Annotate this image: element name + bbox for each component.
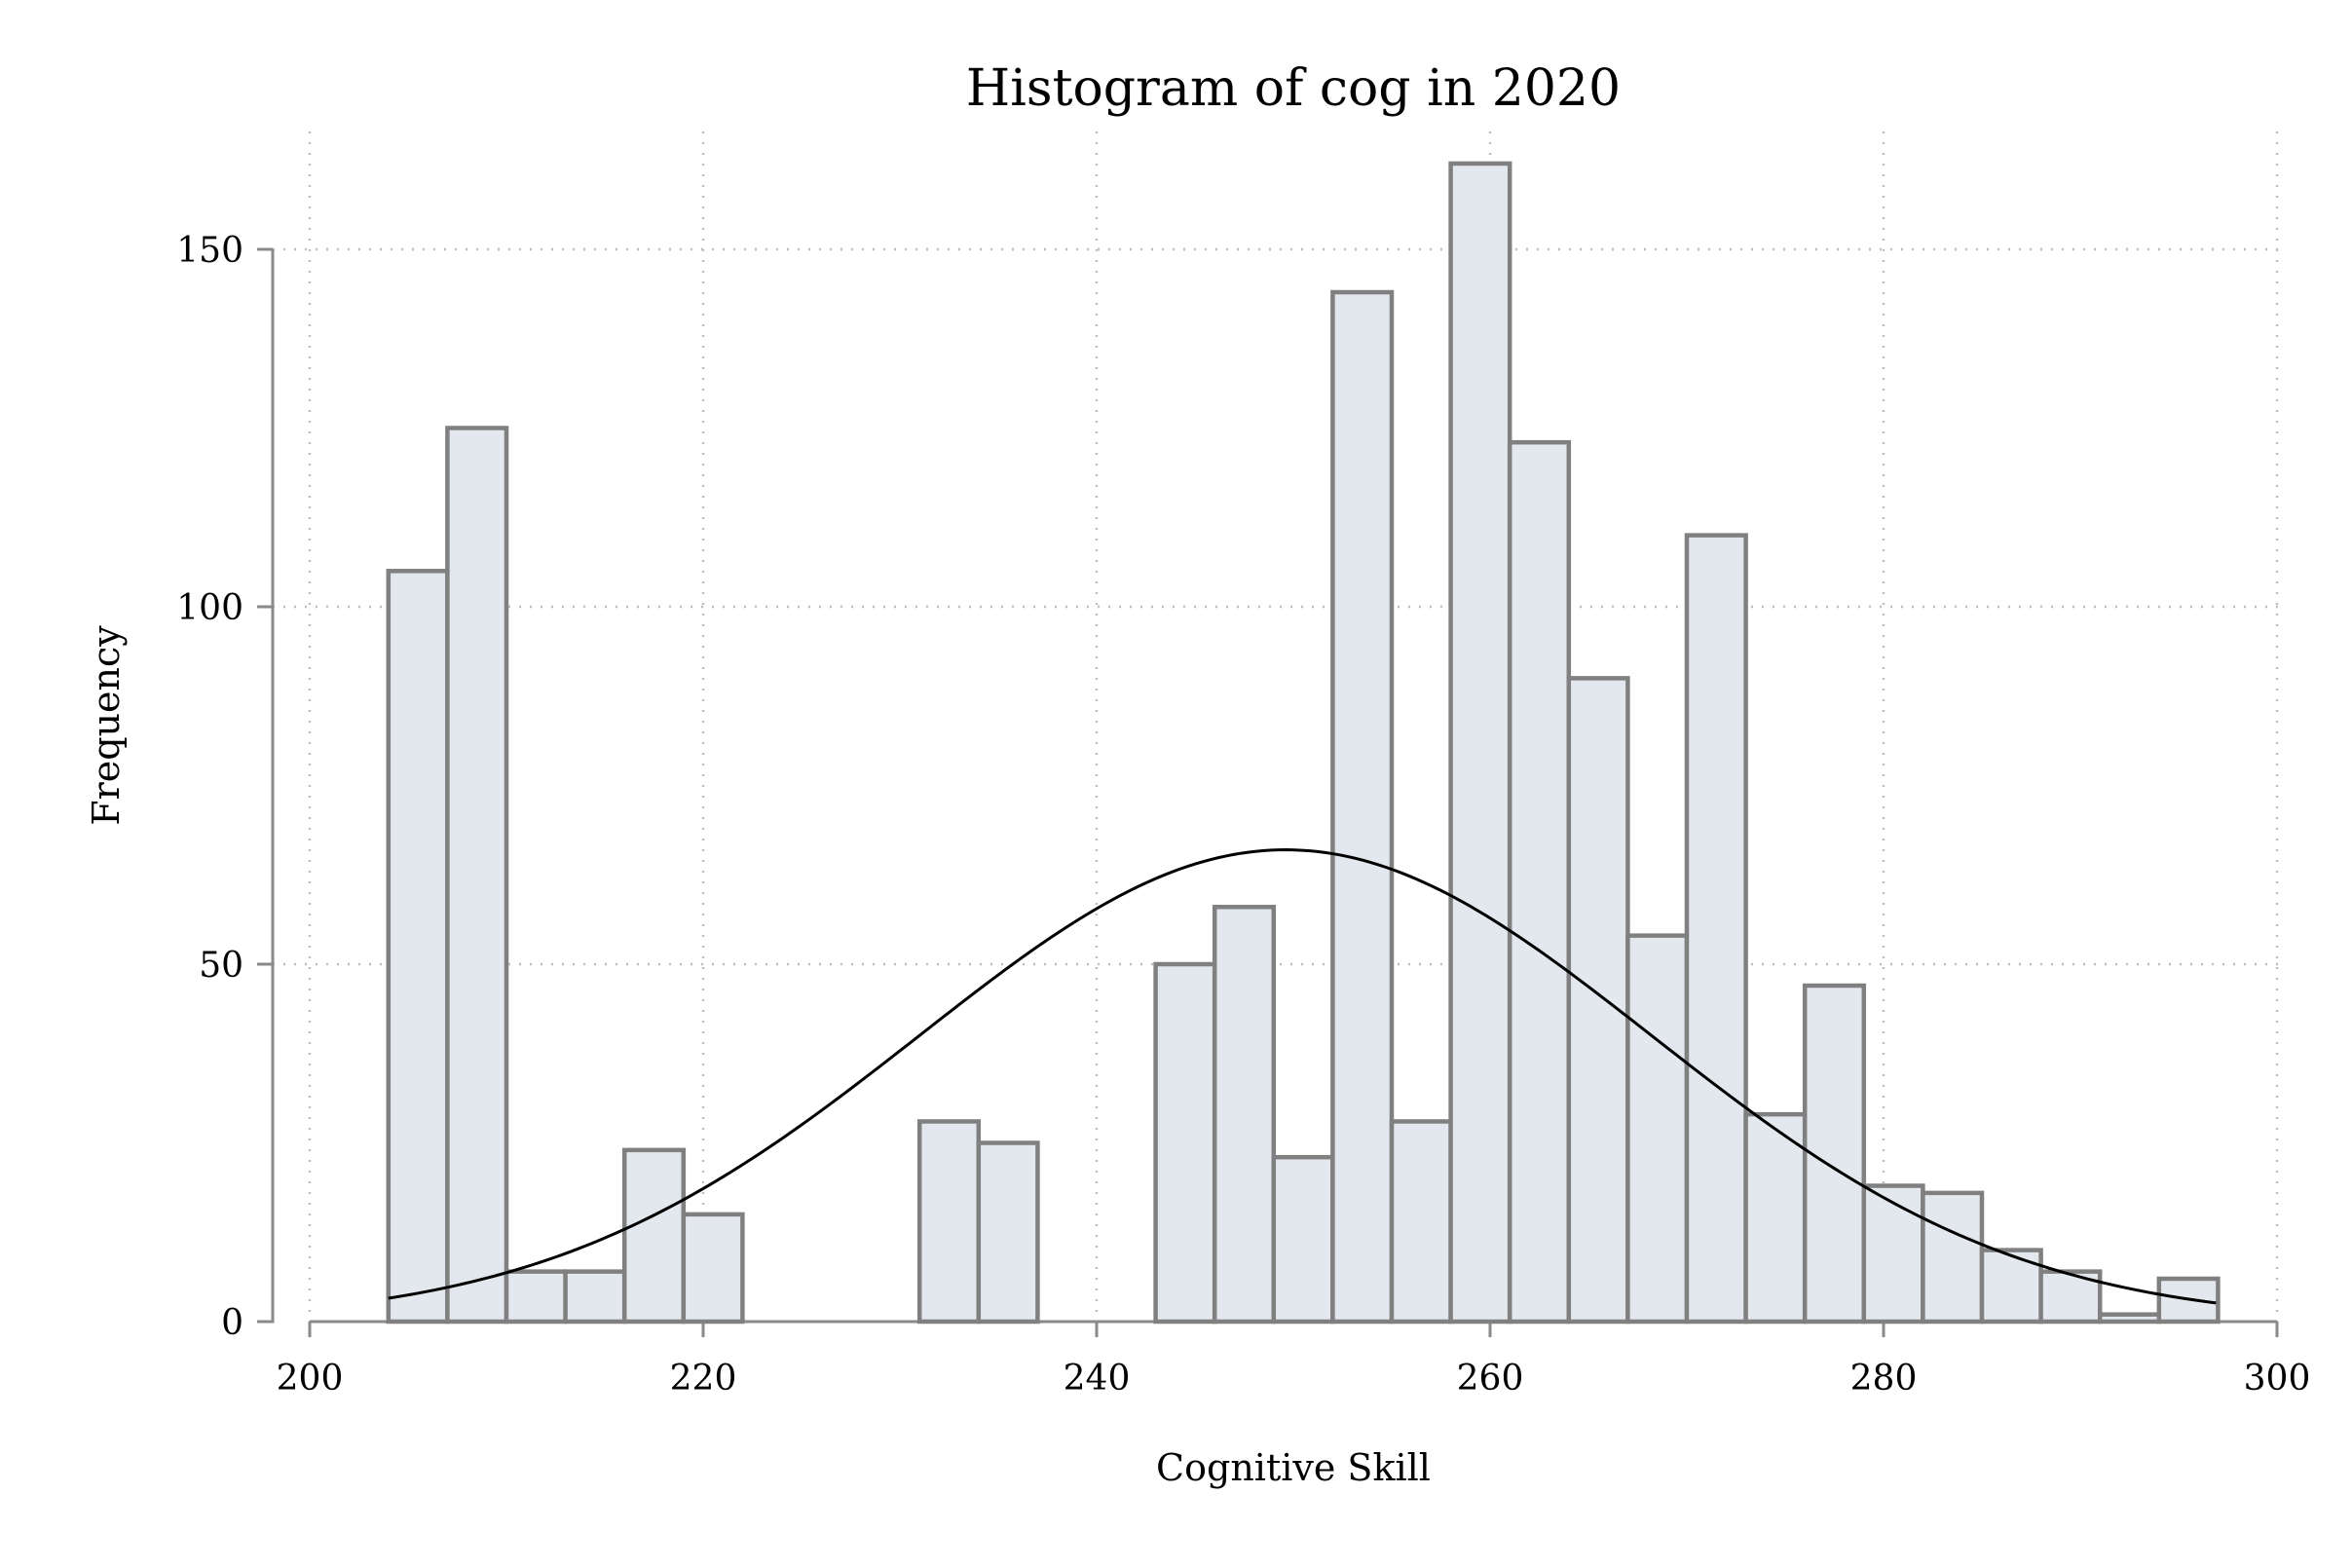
x-tick-label-260: 260 xyxy=(1457,1359,1524,1399)
histogram-bar-16 xyxy=(1625,933,1690,1325)
histogram-bar-6 xyxy=(916,1119,982,1325)
histogram-bar-15 xyxy=(1566,676,1630,1325)
y-tick-label-0: 0 xyxy=(221,1303,243,1343)
histogram-bar-24 xyxy=(2097,1312,2162,1325)
x-tick-label-280: 280 xyxy=(1850,1359,1918,1399)
histogram-bar-17 xyxy=(1684,533,1748,1325)
x-tick-label-220: 220 xyxy=(670,1359,737,1399)
histogram-bar-13 xyxy=(1448,161,1512,1325)
histogram-bar-14 xyxy=(1507,439,1572,1325)
histogram-bar-1 xyxy=(445,426,509,1325)
histogram-bar-3 xyxy=(563,1269,627,1325)
histogram-bar-7 xyxy=(976,1140,1040,1325)
histogram-bar-9 xyxy=(1212,905,1277,1325)
grid-lines xyxy=(273,131,2279,1322)
y-tick-label-100: 100 xyxy=(176,588,243,628)
histogram-bar-4 xyxy=(621,1147,687,1325)
x-tick-label-200: 200 xyxy=(277,1359,344,1399)
histogram-bar-10 xyxy=(1271,1154,1335,1325)
histogram-bar-21 xyxy=(1921,1190,1985,1325)
x-tick-label-300: 300 xyxy=(2244,1359,2311,1399)
y-tick-label-50: 50 xyxy=(199,946,243,986)
histogram-bar-5 xyxy=(681,1212,745,1325)
histogram-bar-11 xyxy=(1330,289,1395,1325)
normal-curve-line xyxy=(388,848,2217,1305)
x-tick-label-240: 240 xyxy=(1064,1359,1131,1399)
y-axis-title: Frequency xyxy=(85,625,128,826)
normal-density-curve xyxy=(388,848,2217,1305)
histogram-bar-22 xyxy=(1979,1248,2043,1325)
histogram-bar-2 xyxy=(504,1269,568,1325)
histogram-bar-8 xyxy=(1153,961,1217,1325)
histogram-bars xyxy=(386,161,2221,1325)
tick-labels: 0 50 100 150 200 220 240 260 280 300 xyxy=(176,231,2310,1399)
histogram-bar-19 xyxy=(1802,983,1867,1325)
histogram-bar-18 xyxy=(1743,1111,1808,1325)
histogram-bar-0 xyxy=(386,569,450,1325)
histogram-bar-20 xyxy=(1861,1183,1925,1325)
histogram-bar-12 xyxy=(1389,1119,1453,1325)
x-axis-title: Cognitive Skill xyxy=(1156,1446,1431,1489)
y-tick-label-150: 150 xyxy=(176,231,243,271)
chart-title: Histogram of cog in 2020 xyxy=(966,59,1621,118)
